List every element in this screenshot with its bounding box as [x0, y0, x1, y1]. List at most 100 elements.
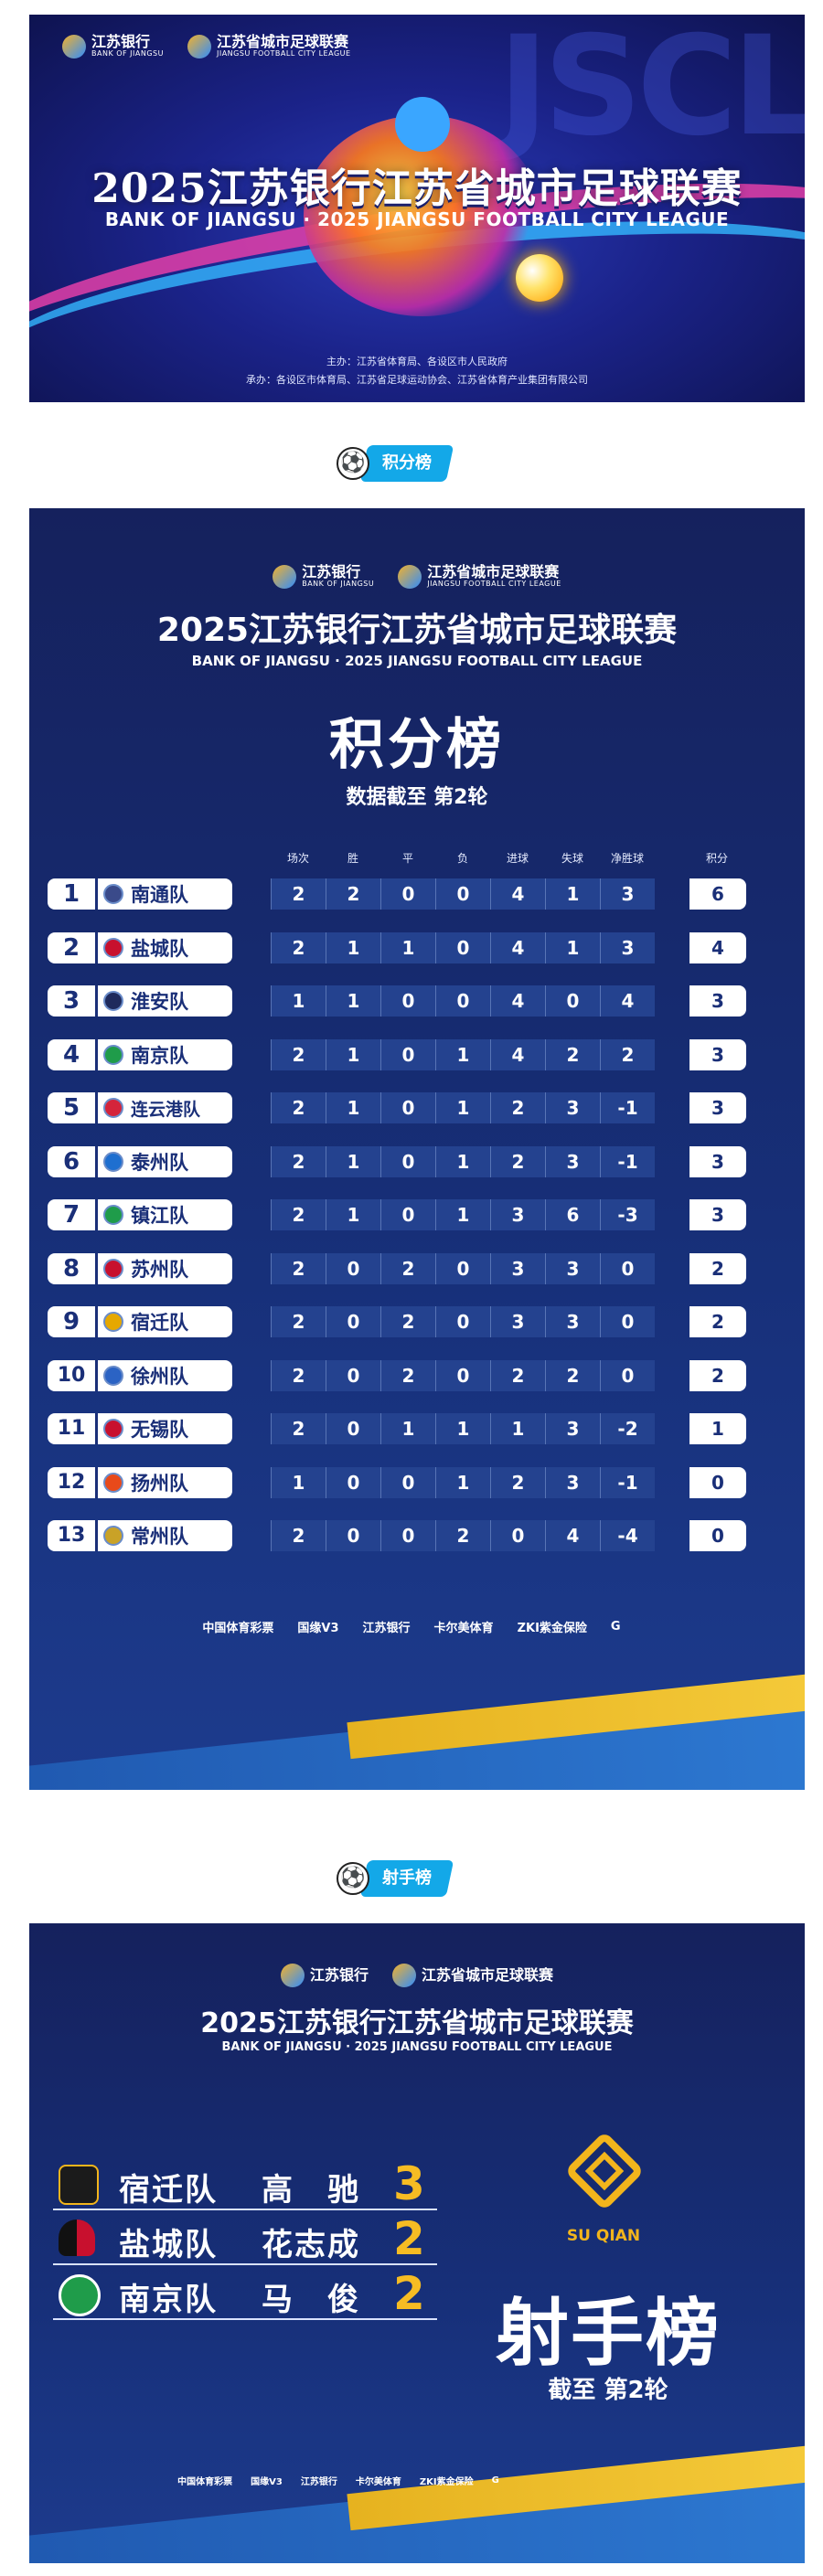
points-cell: 3 [689, 985, 746, 1017]
team-name: 扬州队 [131, 1472, 188, 1495]
team-badge-icon [103, 1419, 123, 1439]
scorer-team: 盐城队 [119, 2227, 218, 2263]
team-cell: 无锡队 [95, 1413, 232, 1444]
col-header: 平 [401, 852, 413, 865]
stat-cell-ga: 0 [545, 985, 600, 1017]
team-cell: 连云港队 [95, 1092, 232, 1123]
rank-cell: 4 [48, 1038, 95, 1070]
col-header: 失球 [561, 852, 583, 865]
stat-cell-lost: 0 [435, 931, 490, 963]
league-logo: 江苏省城市足球联赛 JIANGSU FOOTBALL CITY LEAGUE [398, 565, 561, 589]
stat-cell-won: 1 [326, 1092, 380, 1123]
stat-cell-gf: 3 [490, 1306, 545, 1337]
stat-cell-played: 2 [271, 1038, 326, 1070]
stat-cell-gd: 3 [600, 878, 655, 910]
team-cell: 泰州队 [95, 1145, 232, 1177]
stat-cell-won: 1 [326, 985, 380, 1017]
team-badge-icon [103, 1312, 123, 1332]
stat-cell-played: 1 [271, 985, 326, 1017]
yancheng-badge-icon [59, 2219, 95, 2256]
stat-cell-ga: 3 [545, 1252, 600, 1284]
stat-cell-lost: 0 [435, 1252, 490, 1284]
standings-asof: 数据截至 第2轮 [346, 786, 488, 809]
scorer-player: 高 驰 [262, 2172, 360, 2209]
suqian-logo-text: SU QIAN [566, 2227, 641, 2245]
scorer-row: 南京队 马 俊 2 [53, 2267, 437, 2320]
stat-cell-draw: 2 [380, 1306, 435, 1337]
stat-cell-gf: 2 [490, 1145, 545, 1177]
stat-cell-gd: 2 [600, 1038, 655, 1070]
banner-watermark: JSCL [497, 15, 805, 166]
stat-cell-ga: 1 [545, 931, 600, 963]
team-name: 连云港队 [131, 1099, 201, 1120]
scorers-sponsor-bar: 中国体育彩票 国缘V3 江苏银行 卡尔美体育 ZKI紫金保险 G [0, 2474, 750, 2487]
sponsor-logo: 江苏银行 [362, 1622, 411, 1635]
team-cell: 扬州队 [95, 1466, 232, 1498]
scorers-panel: 江苏银行 江苏省城市足球联赛 2025江苏银行江苏省城市足球联赛 BANK OF… [29, 1923, 805, 2563]
rank-cell: 3 [48, 985, 95, 1017]
league-logo-en: JIANGSU FOOTBALL CITY LEAGUE [427, 580, 561, 589]
rank-cell: 8 [48, 1252, 95, 1284]
stat-cell-draw: 0 [380, 1199, 435, 1230]
table-row: 10 徐州队 2 0 2 0 2 2 0 2 [48, 1357, 761, 1394]
stat-cell-gd: -1 [600, 1466, 655, 1498]
sponsor-logo: ZKI紫金保险 [517, 1622, 587, 1635]
stat-cell-draw: 0 [380, 1520, 435, 1551]
bank-logo-icon [273, 565, 297, 589]
league-logo-text: 江苏省城市足球联赛 [216, 33, 348, 51]
banner-logos: 江苏银行 BANK OF JIANGSU 江苏省城市足球联赛 JIANGSU FOO… [62, 35, 351, 59]
standings-heading: 积分榜 [329, 713, 505, 777]
organizer-line: 承办：各设区市体育局、江苏省足球运动协会、江苏省体育产业集团有限公司 [246, 374, 588, 386]
stat-cell-draw: 0 [380, 1145, 435, 1177]
rank-cell: 10 [48, 1359, 95, 1391]
points-cell: 0 [689, 1520, 746, 1551]
standings-sponsor-bar: 中国体育彩票 国缘V3 江苏银行 卡尔美体育 ZKI紫金保险 G [0, 1618, 823, 1635]
stat-cell-draw: 0 [380, 1092, 435, 1123]
table-row: 1 南通队 2 2 0 0 4 1 3 6 [48, 876, 761, 912]
rank-cell: 9 [48, 1306, 95, 1337]
banner-figure-head [395, 97, 450, 152]
rank-cell: 1 [48, 878, 95, 910]
sponsor-logo: 中国体育彩票 [202, 1622, 274, 1635]
team-name: 徐州队 [131, 1365, 188, 1388]
stat-cell-won: 0 [326, 1359, 380, 1391]
stat-cell-draw: 0 [380, 1038, 435, 1070]
stat-cell-played: 1 [271, 1466, 326, 1498]
stat-cell-gd: -2 [600, 1413, 655, 1444]
stat-cell-lost: 0 [435, 878, 490, 910]
suqian-badge-icon [59, 2165, 99, 2205]
host-line: 主办：江苏省体育局、各设区市人民政府 [326, 356, 508, 367]
rank-cell: 7 [48, 1199, 95, 1230]
team-badge-icon [103, 1472, 123, 1493]
table-row: 4 南京队 2 1 0 1 4 2 2 3 [48, 1037, 761, 1073]
stat-cell-won: 0 [326, 1466, 380, 1498]
table-row: 13 常州队 2 0 0 2 0 4 -4 0 [48, 1517, 761, 1554]
stat-cell-ga: 3 [545, 1306, 600, 1337]
stat-cell-draw: 0 [380, 985, 435, 1017]
sponsor-logo: 国缘V3 [251, 2477, 283, 2487]
team-name: 南通队 [131, 884, 188, 906]
team-cell: 宿迁队 [95, 1306, 232, 1337]
stat-cell-ga: 3 [545, 1413, 600, 1444]
team-name: 南京队 [131, 1044, 188, 1067]
sponsor-logo: 江苏银行 [300, 2477, 337, 2487]
stat-cell-gd: -3 [600, 1199, 655, 1230]
stat-cell-ga: 3 [545, 1145, 600, 1177]
stat-cell-gd: 4 [600, 985, 655, 1017]
sponsor-logo: 卡尔美体育 [433, 1622, 494, 1635]
soccer-ball-icon [516, 254, 563, 302]
table-row: 11 无锡队 2 0 1 1 1 3 -2 1 [48, 1410, 761, 1447]
team-badge-icon [103, 1044, 123, 1065]
bank-logo-en: BANK OF JIANGSU [91, 49, 164, 59]
team-badge-icon [103, 1098, 123, 1118]
stat-cell-gd: -1 [600, 1145, 655, 1177]
stat-cell-played: 2 [271, 1306, 326, 1337]
scorers-asof: 截至 第2轮 [548, 2377, 668, 2404]
scorer-team: 南京队 [119, 2282, 218, 2318]
stat-cell-gf: 4 [490, 878, 545, 910]
team-cell: 苏州队 [95, 1252, 232, 1284]
stat-cell-won: 2 [326, 878, 380, 910]
scorer-team: 宿迁队 [119, 2172, 218, 2209]
stat-cell-ga: 1 [545, 878, 600, 910]
stat-cell-won: 1 [326, 1199, 380, 1230]
